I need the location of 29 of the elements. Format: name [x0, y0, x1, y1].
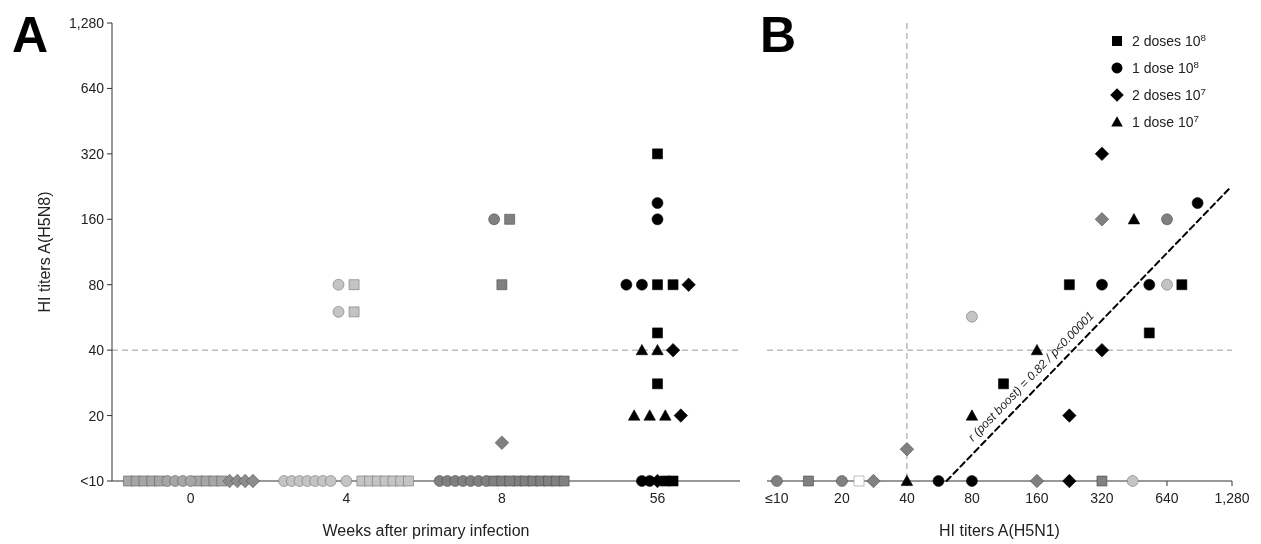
- y-axis-title: HI titers A(H5N8): [36, 191, 53, 313]
- y-tick-label: 1,280: [68, 15, 105, 31]
- chart-title: B: [760, 7, 797, 63]
- x-axis-title: HI titers A(H5N1): [939, 522, 1060, 539]
- chart-title: A: [12, 7, 49, 63]
- x-tick-label: 20: [834, 490, 850, 506]
- x-tick-label: 0: [186, 490, 195, 506]
- y-tick-label: 80: [88, 276, 105, 293]
- y-tick-label: 640: [80, 80, 105, 97]
- x-tick-label: 8: [497, 490, 506, 506]
- legend-label: 2 doses 10$^{8}$: [1132, 31, 1207, 49]
- x-tick-label: 56: [649, 490, 666, 506]
- x-tick-label: 4: [342, 490, 351, 506]
- legend-label: 1 dose 10$^{7}$: [1132, 112, 1199, 130]
- legend-label: 1 dose 10$^{8}$: [1132, 58, 1200, 76]
- x-tick-label: 1,280: [1214, 490, 1250, 506]
- x-axis-title: Weeks after primary infection: [322, 522, 530, 539]
- x-tick-label: ≤10: [765, 490, 789, 506]
- y-tick-label: 40: [88, 342, 105, 359]
- x-tick-label: 80: [964, 490, 980, 506]
- x-tick-label: 320: [1090, 490, 1114, 506]
- x-tick-label: 160: [1025, 490, 1049, 506]
- legend-label: 2 doses 10$^{7}$: [1132, 85, 1206, 103]
- y-tick-label: 160: [80, 211, 105, 228]
- y-tick-label: 20: [88, 407, 105, 424]
- y-tick-label: 320: [80, 145, 105, 162]
- x-tick-label: 40: [899, 490, 915, 506]
- y-tick-label: <10: [80, 473, 105, 489]
- x-tick-label: 640: [1155, 490, 1179, 506]
